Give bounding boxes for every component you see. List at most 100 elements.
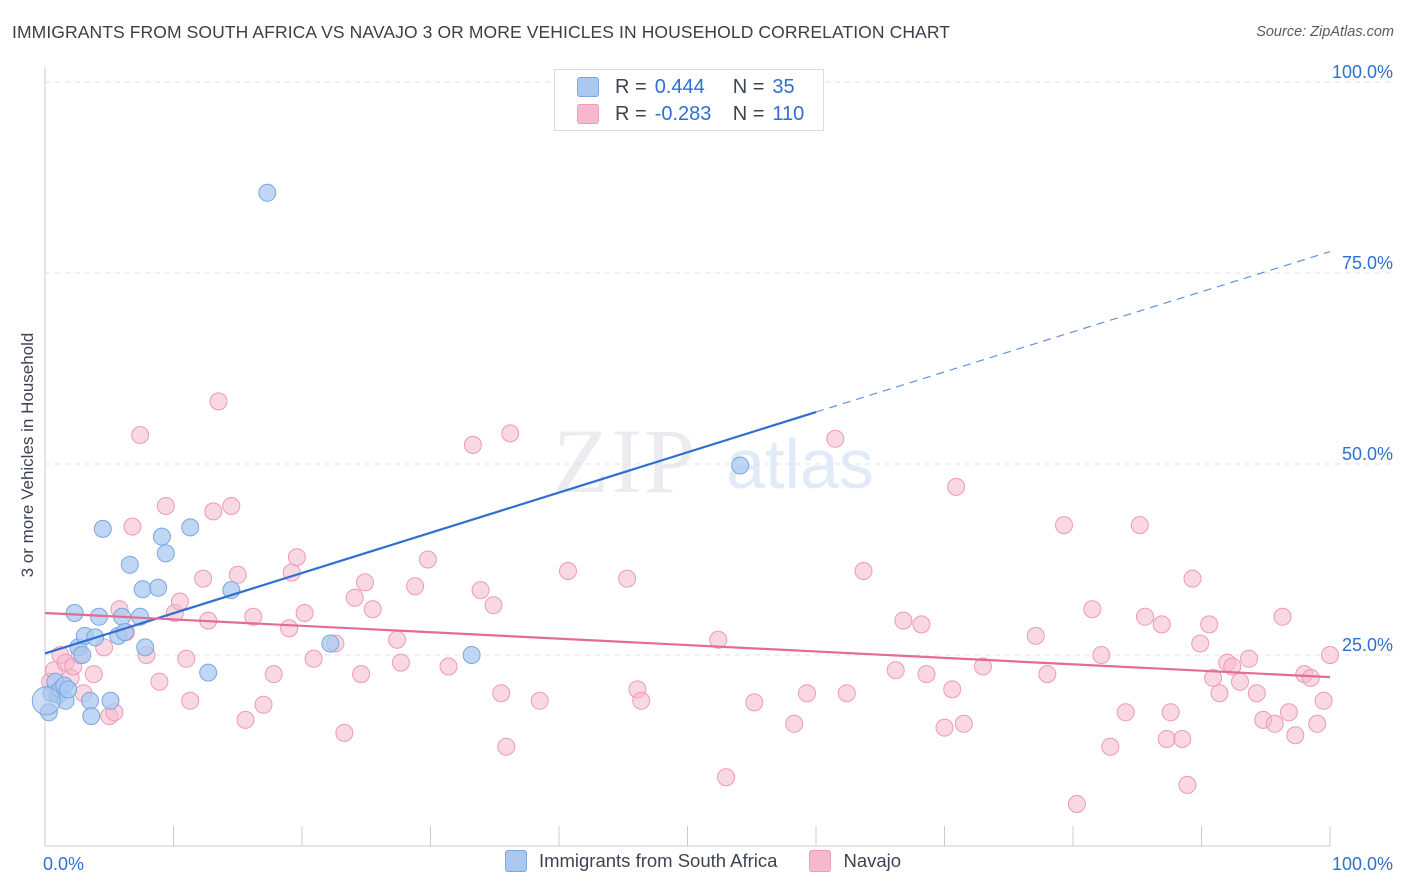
navajo-point bbox=[1240, 649, 1258, 668]
source-credit: Source: ZipAtlas.com bbox=[1256, 24, 1394, 40]
y-tick-label: 100.0% bbox=[1332, 62, 1393, 82]
navajo-point bbox=[222, 497, 241, 515]
navajo-point bbox=[418, 550, 437, 569]
navajo-point bbox=[632, 691, 651, 710]
navajo-point bbox=[228, 565, 247, 584]
navajo-point bbox=[335, 723, 354, 742]
series-legend: Immigrants from South Africa Navajo bbox=[0, 850, 1406, 872]
navajo-point bbox=[1200, 615, 1219, 634]
navajo-point bbox=[886, 661, 905, 680]
south-africa-point bbox=[31, 686, 61, 716]
navajo-point bbox=[798, 684, 816, 703]
navajo-point bbox=[150, 672, 169, 691]
south-africa-point bbox=[321, 634, 340, 653]
navajo-point bbox=[501, 424, 520, 443]
navajo-trend-line bbox=[44, 611, 1331, 679]
navajo-point bbox=[1321, 646, 1339, 664]
navajo-point bbox=[177, 649, 196, 668]
navajo-point bbox=[1178, 775, 1197, 794]
navajo-point bbox=[156, 497, 175, 515]
grid-lines bbox=[45, 81, 1393, 656]
y-tick-label: 25.0% bbox=[1342, 635, 1393, 655]
navajo-point bbox=[530, 691, 549, 710]
navajo-point bbox=[497, 737, 516, 756]
navajo-point bbox=[618, 569, 637, 588]
navajo-point bbox=[935, 718, 954, 737]
navajo-point bbox=[1130, 516, 1149, 535]
legend-r-value: 0.444 bbox=[654, 75, 705, 98]
legend-n-label: N = bbox=[732, 102, 765, 125]
south-africa-point bbox=[258, 183, 277, 202]
navajo-point bbox=[1055, 516, 1073, 535]
navajo-point bbox=[1191, 634, 1210, 653]
south-africa-trend-line bbox=[44, 410, 817, 655]
chart-title: IMMIGRANTS FROM SOUTH AFRICA VS NAVAJO 3… bbox=[12, 22, 951, 42]
south-africa-point bbox=[82, 707, 101, 726]
south-africa-point bbox=[152, 527, 171, 546]
navajo-point bbox=[1083, 600, 1102, 619]
south-africa-point bbox=[156, 544, 175, 563]
navajo-point bbox=[1173, 730, 1192, 748]
navajo-point bbox=[84, 665, 103, 684]
navajo-point bbox=[345, 588, 364, 607]
navajo-point bbox=[1231, 672, 1249, 691]
navajo-point bbox=[254, 695, 273, 714]
navajo-point bbox=[709, 630, 728, 649]
y-tick-label: 75.0% bbox=[1342, 253, 1393, 273]
navajo-point bbox=[295, 604, 314, 622]
y-tick-label: 50.0% bbox=[1342, 444, 1393, 464]
navajo-point bbox=[1247, 684, 1266, 703]
navajo-point bbox=[1273, 607, 1292, 626]
series-label-south-africa: Immigrants from South Africa bbox=[538, 850, 778, 871]
navajo-point bbox=[1308, 714, 1327, 733]
legend-row-south-africa: R = 0.444 N = 35 bbox=[577, 74, 795, 100]
navajo-point bbox=[1265, 714, 1284, 733]
navajo-point bbox=[1301, 668, 1320, 687]
navajo-point bbox=[1067, 795, 1086, 813]
south-africa-trend-extension bbox=[815, 251, 1331, 413]
watermark: ZIP atlas bbox=[553, 410, 874, 512]
south-africa-point bbox=[73, 646, 92, 664]
navajo-point bbox=[181, 691, 200, 710]
navajo-point bbox=[1183, 569, 1202, 588]
navajo-point bbox=[170, 592, 189, 611]
navajo-point bbox=[264, 665, 283, 684]
navajo-point bbox=[1092, 646, 1111, 664]
x-tick-label: 0.0% bbox=[43, 854, 84, 874]
navajo-point bbox=[1152, 615, 1171, 634]
navajo-point bbox=[1157, 730, 1176, 748]
south-africa-point bbox=[181, 518, 200, 537]
south-africa-point bbox=[101, 691, 120, 710]
navajo-point bbox=[439, 657, 458, 676]
navajo-point bbox=[287, 548, 306, 567]
legend-r-label: R = bbox=[615, 75, 647, 98]
navajo-point bbox=[912, 615, 931, 634]
navajo-point bbox=[244, 607, 263, 626]
navajo-point bbox=[1136, 607, 1154, 626]
navajo-point bbox=[1204, 668, 1223, 687]
navajo-point bbox=[917, 665, 936, 684]
south-africa-point bbox=[59, 680, 78, 699]
watermark-zip: ZIP bbox=[553, 410, 697, 512]
navajo-point bbox=[388, 630, 407, 649]
navajo-point bbox=[204, 502, 223, 521]
navajo-point bbox=[1038, 665, 1057, 684]
navajo-point bbox=[559, 562, 577, 580]
navajo-point bbox=[894, 611, 913, 630]
legend-row-navajo: R = -0.283 N = 110 bbox=[577, 101, 804, 127]
navajo-point bbox=[1279, 703, 1298, 722]
navajo-point bbox=[406, 577, 425, 596]
navajo-point bbox=[356, 573, 374, 592]
navajo-point bbox=[194, 569, 213, 588]
series-swatch-south-africa bbox=[504, 850, 527, 872]
south-africa-point bbox=[136, 638, 155, 657]
navajo-point bbox=[1223, 657, 1242, 676]
navajo-point bbox=[352, 665, 371, 684]
navajo-point bbox=[1116, 703, 1135, 722]
legend-swatch-south-africa bbox=[577, 77, 599, 97]
navajo-point bbox=[947, 477, 966, 496]
south-africa-point bbox=[462, 646, 481, 664]
legend-swatch-navajo bbox=[577, 104, 599, 124]
south-africa-point bbox=[93, 519, 112, 538]
